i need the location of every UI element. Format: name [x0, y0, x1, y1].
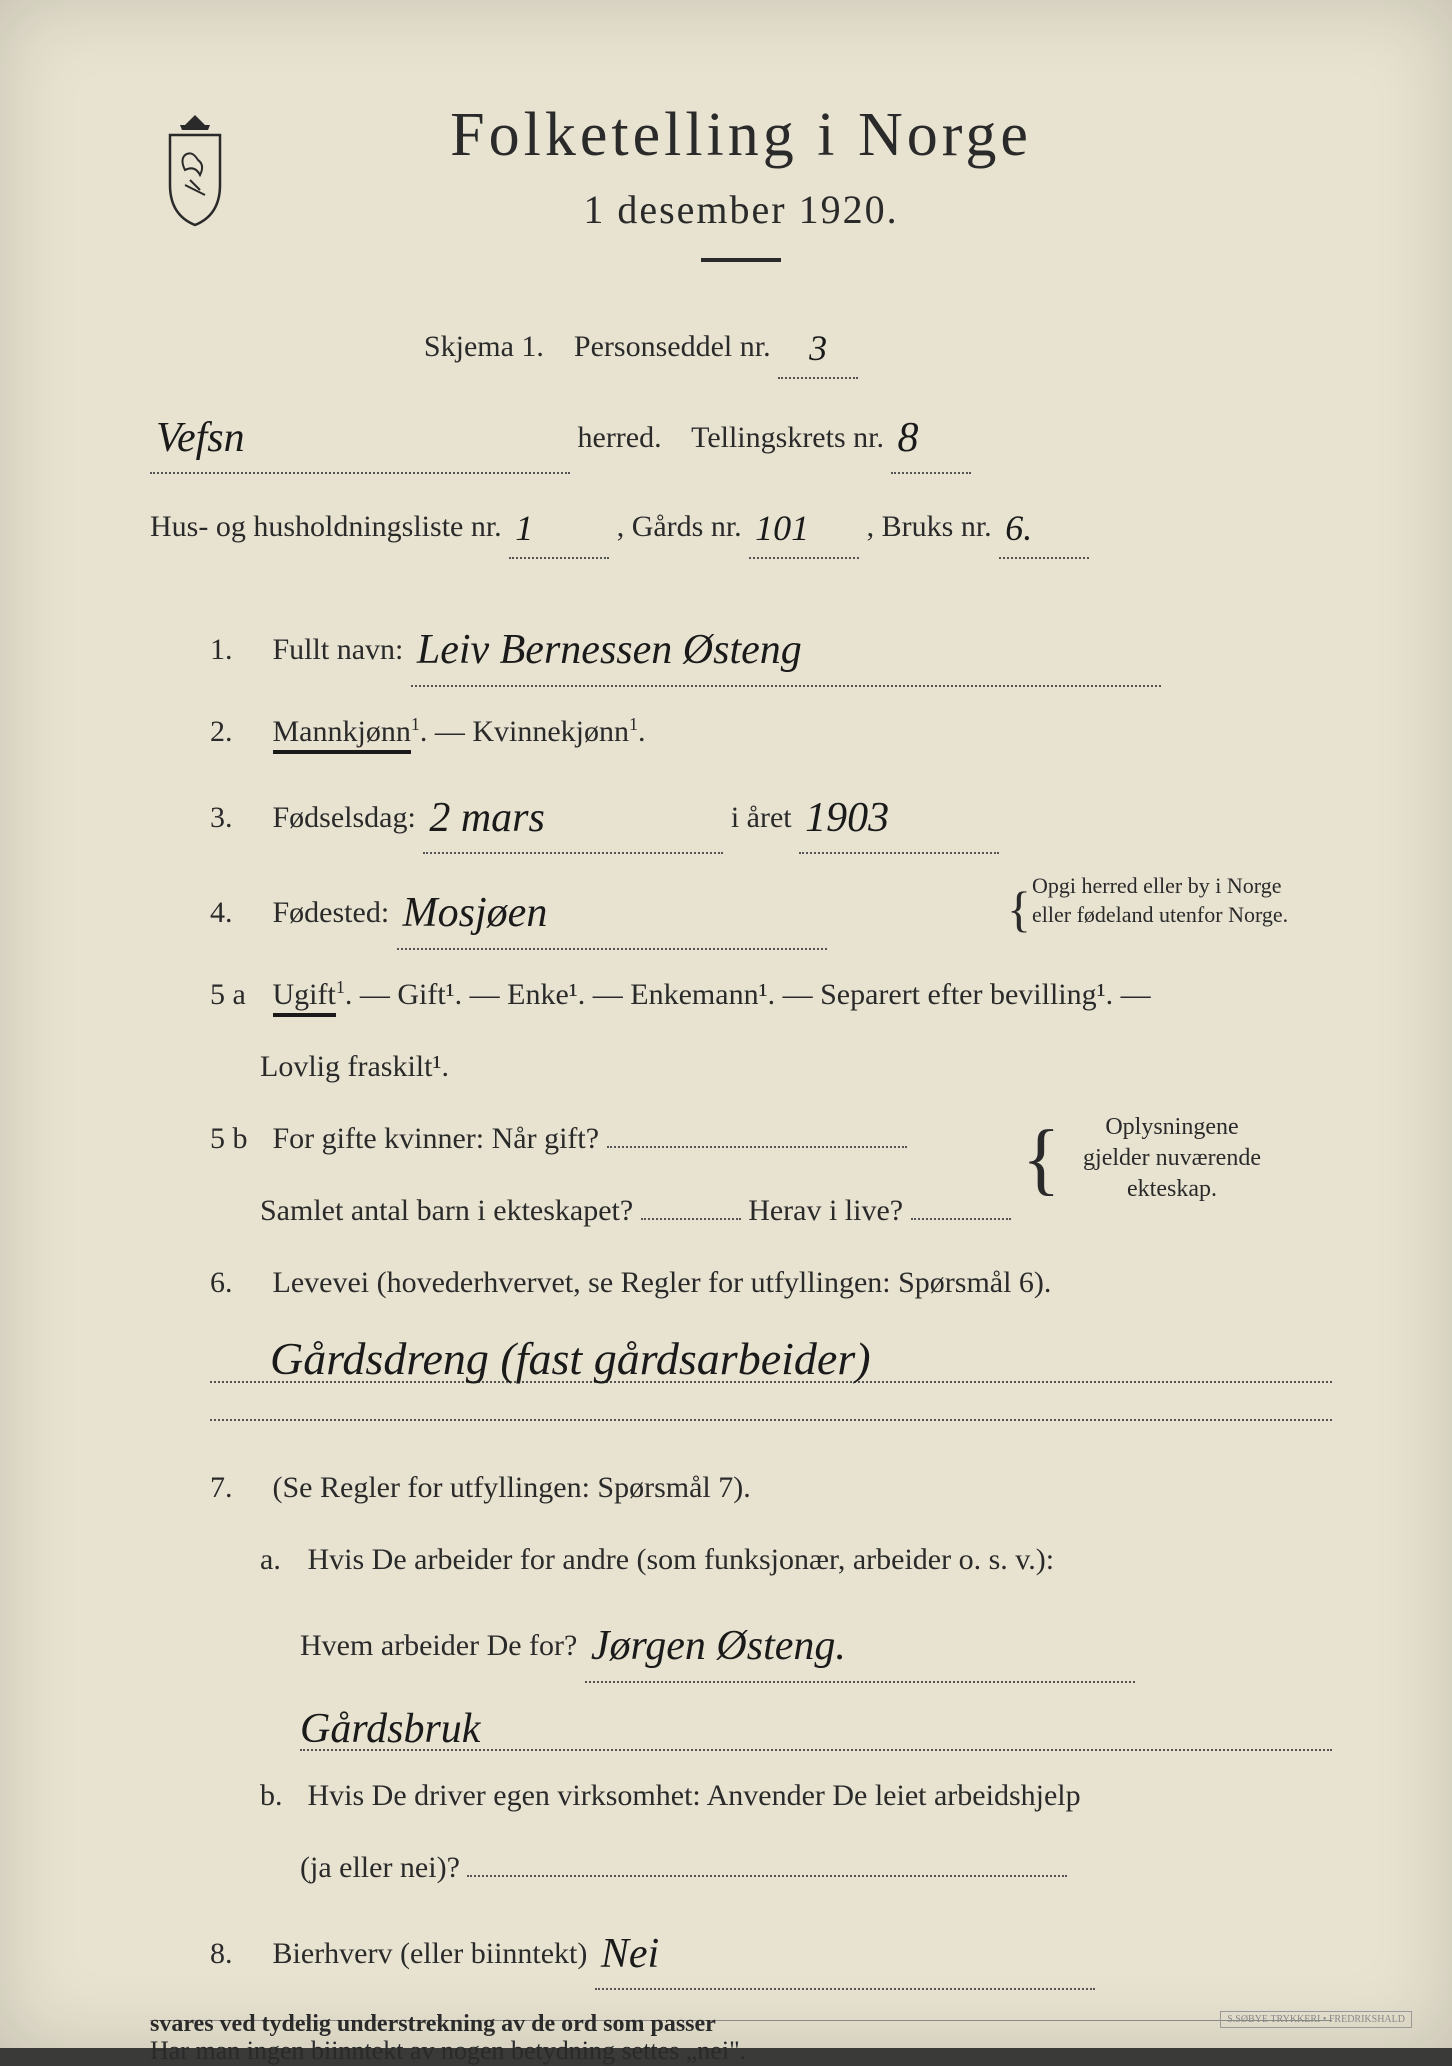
herred-value: Vefsn	[156, 415, 245, 461]
q5b-label1: For gifte kvinner: Når gift?	[273, 1122, 600, 1155]
q3-num: 3.	[210, 791, 265, 845]
q7b-num: b.	[260, 1769, 300, 1823]
personseddel-label: Personseddel nr.	[574, 330, 771, 363]
gards-nr: 101	[755, 508, 809, 548]
q7a-line1: a. Hvis De arbeider for andre (som funks…	[150, 1533, 1332, 1587]
divider	[701, 258, 781, 262]
q7a-line2: Hvem arbeider De for? Jørgen Østeng.	[150, 1605, 1332, 1683]
skjema-line: Skjema 1. Personseddel nr. 3	[150, 312, 1332, 379]
q1-label: Fullt navn:	[273, 633, 404, 666]
q5b-line2: Samlet antal barn i ekteskapet? Herav i …	[150, 1184, 1332, 1238]
q3-line: 3. Fødselsdag: 2 mars i året 1903	[150, 777, 1332, 855]
q5b-num: 5 b	[210, 1112, 265, 1166]
q5b-line1: 5 b For gifte kvinner: Når gift? Oplysni…	[150, 1112, 1332, 1166]
q7a-q: Hvem arbeider De for?	[300, 1629, 577, 1662]
q7a-line3: Gårdsbruk	[300, 1701, 1332, 1751]
q6-blank-line	[210, 1401, 1332, 1421]
q5a-line2: Lovlig fraskilt¹.	[150, 1040, 1332, 1094]
q7b-line2: (ja eller nei)?	[150, 1841, 1332, 1895]
bruks-label: , Bruks nr.	[867, 510, 992, 543]
husliste-line: Hus- og husholdningsliste nr. 1 , Gårds …	[150, 492, 1332, 559]
q7b-label2: (ja eller nei)?	[300, 1851, 460, 1884]
q2-num: 2.	[210, 705, 265, 759]
q6-answer-line: Gårdsdreng (fast gårdsarbeider)	[210, 1328, 1332, 1383]
printer-stamp: S.SØBYE TRYKKERI • FREDRIKSHALD	[1220, 2011, 1412, 2028]
q3-label: Fødselsdag:	[273, 801, 416, 834]
q1-line: 1. Fullt navn: Leiv Bernessen Østeng	[150, 609, 1332, 687]
q6-line: 6. Levevei (hovederhvervet, se Regler fo…	[150, 1256, 1332, 1310]
tellingskrets-nr: 8	[897, 415, 918, 461]
gards-label: , Gårds nr.	[617, 510, 742, 543]
form-title: Folketelling i Norge	[150, 100, 1332, 171]
q3-day: 2 mars	[429, 795, 545, 841]
herred-line: Vefsn herred. Tellingskrets nr. 8	[150, 397, 1332, 475]
q4-num: 4.	[210, 886, 265, 940]
herred-label: herred.	[578, 421, 662, 454]
q4-value: Mosjøen	[403, 890, 548, 936]
q5a-num: 5 a	[210, 968, 265, 1022]
q7a-value2: Gårdsbruk	[300, 1706, 480, 1752]
skjema-label: Skjema 1.	[424, 330, 544, 363]
q8-line: 8. Bierhverv (eller biinntekt) Nei	[150, 1913, 1332, 1991]
q7-num: 7.	[210, 1461, 265, 1515]
husliste-label: Hus- og husholdningsliste nr.	[150, 510, 502, 543]
q2-mann: Mannkjønn	[273, 715, 411, 754]
form-date: 1 desember 1920.	[150, 186, 1332, 233]
q7-label: (Se Regler for utfyllingen: Spørsmål 7).	[273, 1471, 751, 1504]
q8-label: Bierhverv (eller biinntekt)	[273, 1937, 588, 1970]
q2-line: 2. Mannkjønn1. — Kvinnekjønn1.	[150, 705, 1332, 759]
q5a-line: 5 a Ugift1. — Gift¹. — Enke¹. — Enkemann…	[150, 968, 1332, 1022]
q5b-label2: Samlet antal barn i ekteskapet?	[260, 1194, 633, 1227]
q7a-value: Jørgen Østeng.	[591, 1623, 846, 1669]
q5a-ugift: Ugift	[273, 978, 336, 1017]
q7-line: 7. (Se Regler for utfyllingen: Spørsmål …	[150, 1461, 1332, 1515]
cutoff-text: svares ved tydelig understrekning av de …	[150, 2011, 716, 2038]
personseddel-nr: 3	[809, 328, 827, 368]
husliste-nr: 1	[515, 508, 533, 548]
form-header: Folketelling i Norge 1 desember 1920.	[150, 100, 1332, 262]
q3-mid: i året	[731, 801, 792, 834]
q4-line: 4. Fødested: Mosjøen Opgi herred eller b…	[150, 872, 1332, 950]
q8-num: 8.	[210, 1927, 265, 1981]
q4-note: Opgi herred eller by i Norge eller fødel…	[1032, 872, 1332, 929]
q7a-num: a.	[260, 1533, 300, 1587]
q1-num: 1.	[210, 623, 265, 677]
q5b-label3: Herav i live?	[748, 1194, 903, 1227]
q1-value: Leiv Bernessen Østeng	[417, 627, 802, 673]
q5a-options: . — Gift¹. — Enke¹. — Enkemann¹. — Separ…	[345, 978, 1151, 1011]
q6-value: Gårdsdreng (fast gårdsarbeider)	[210, 1333, 871, 1384]
q2-kvinne: Kvinnekjønn	[472, 715, 629, 748]
q6-num: 6.	[210, 1256, 265, 1310]
tellingskrets-label: Tellingskrets nr.	[691, 421, 884, 454]
q7b-line1: b. Hvis De driver egen virksomhet: Anven…	[150, 1769, 1332, 1823]
q3-year: 1903	[805, 795, 889, 841]
q6-label: Levevei (hovederhvervet, se Regler for u…	[273, 1266, 1052, 1299]
census-form-page: Folketelling i Norge 1 desember 1920. Sk…	[0, 0, 1452, 2048]
coat-of-arms-icon	[150, 110, 240, 230]
q7b-label: Hvis De driver egen virksomhet: Anvender…	[308, 1779, 1081, 1812]
bruks-nr: 6.	[1005, 508, 1032, 548]
q4-label: Fødested:	[273, 896, 390, 929]
q7a-label: Hvis De arbeider for andre (som funksjon…	[308, 1543, 1055, 1576]
q8-value: Nei	[601, 1931, 659, 1977]
